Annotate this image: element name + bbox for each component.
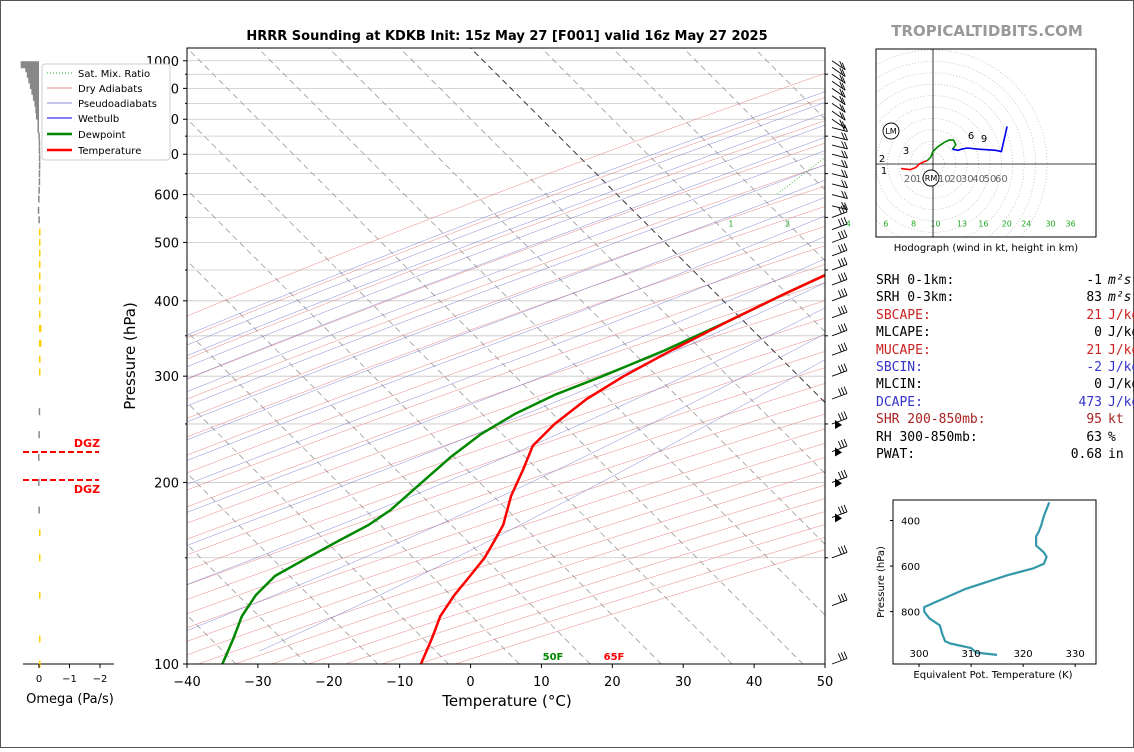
parameter-label: RH 300-850mb: [876,429,1002,446]
parameter-value: 83 [1002,289,1102,306]
parameter-label: SBCAPE: [876,307,1002,324]
parameter-unit: J/kg [1108,376,1134,393]
parameter-unit: J/kg [1108,324,1134,341]
parameter-label: MUCAPE: [876,342,1002,359]
parameter-value: 21 [1002,307,1102,324]
parameter-label: SHR 200-850mb: [876,411,1002,428]
parameter-unit: J/kg [1108,394,1134,411]
parameter-unit: m²s⁻² [1108,289,1134,306]
parameter-label: PWAT: [876,446,1002,463]
parameter-value: 21 [1002,342,1102,359]
parameter-value: 473 [1002,394,1102,411]
parameter-unit: % [1108,429,1116,446]
parameter-unit: in [1108,446,1124,463]
parameter-value: 95 [1002,411,1102,428]
parameter-label: MLCIN: [876,376,1002,393]
parameter-label: SRH 0-1km: [876,272,1002,289]
parameter-row: SBCAPE:21 J/kg [876,307,1134,324]
parameter-row: MLCIN:0 J/kg [876,376,1134,393]
parameter-label: MLCAPE: [876,324,1002,341]
parameter-unit: J/kg [1108,359,1134,376]
parameter-value: -2 [1002,359,1102,376]
parameter-row: DCAPE:473 J/kg [876,394,1134,411]
parameter-value: 63 [1002,429,1102,446]
parameter-value: 0 [1002,324,1102,341]
parameter-label: SBCIN: [876,359,1002,376]
parameter-row: RH 300-850mb:63% [876,429,1134,446]
parameter-value: -1 [1002,272,1102,289]
parameter-row: SRH 0-1km:-1 m²s⁻² [876,272,1134,289]
parameter-row: SRH 0-3km:83 m²s⁻² [876,289,1134,306]
parameter-unit: J/kg [1108,342,1134,359]
parameter-value: 0.68 [1002,446,1102,463]
parameter-label: SRH 0-3km: [876,289,1002,306]
parameter-unit: kt [1108,411,1124,428]
parameter-unit: m²s⁻² [1108,272,1134,289]
parameter-row: SHR 200-850mb:95 kt [876,411,1134,428]
parameter-row: MLCAPE:0 J/kg [876,324,1134,341]
parameter-row: MUCAPE:21 J/kg [876,342,1134,359]
parameter-row: PWAT:0.68 in [876,446,1134,463]
parameter-value: 0 [1002,376,1102,393]
parameter-unit: J/kg [1108,307,1134,324]
parameter-label: DCAPE: [876,394,1002,411]
parameter-row: SBCIN:-2 J/kg [876,359,1134,376]
